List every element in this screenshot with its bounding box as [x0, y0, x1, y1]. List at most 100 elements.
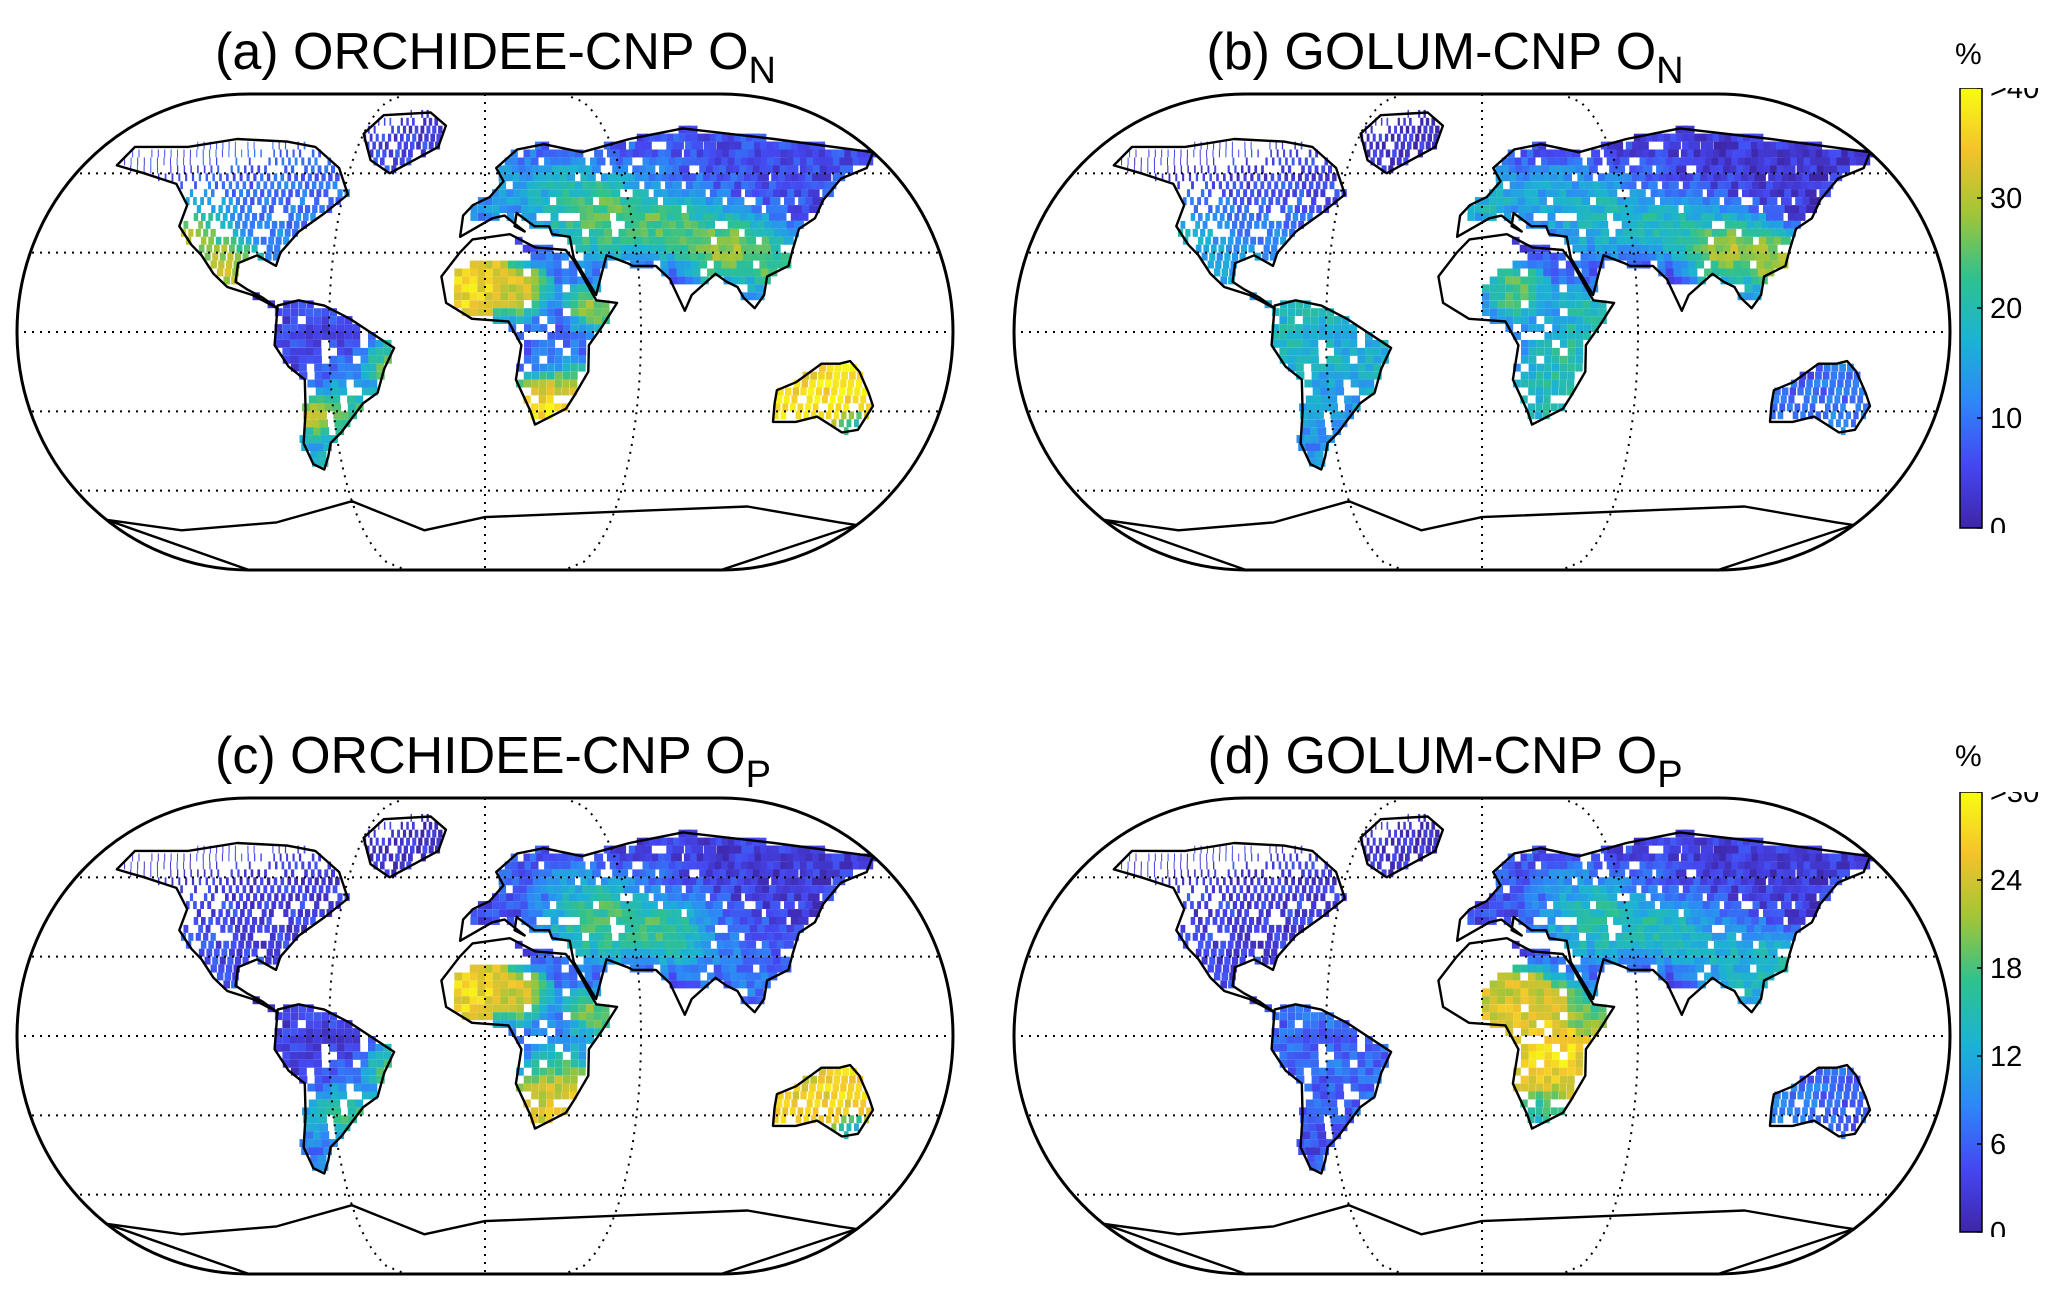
data-cell	[461, 276, 470, 285]
data-cell	[1525, 213, 1534, 221]
data-cell	[580, 924, 589, 933]
data-cell	[716, 189, 728, 198]
data-cell	[1134, 157, 1136, 166]
data-cell	[274, 244, 281, 253]
data-cell	[773, 252, 783, 261]
data-cell	[1751, 157, 1764, 166]
data-cell	[318, 853, 321, 862]
data-cell	[847, 379, 855, 388]
coastlines	[105, 111, 875, 570]
data-cell	[732, 869, 744, 878]
data-cell	[1703, 181, 1714, 190]
data-cell	[841, 371, 848, 380]
data-cell	[516, 1020, 524, 1028]
data-cell	[1851, 387, 1858, 396]
data-cell	[1632, 141, 1643, 150]
data-cell	[554, 181, 563, 190]
data-cell	[1566, 284, 1575, 293]
data-cell	[809, 1083, 816, 1092]
data-cell	[587, 877, 596, 886]
data-cell	[639, 149, 650, 158]
data-cell	[757, 252, 767, 261]
data-cell	[761, 917, 772, 925]
data-cell	[721, 861, 733, 870]
data-cell	[1283, 149, 1286, 158]
data-cell	[369, 1091, 378, 1100]
data-cell	[269, 932, 276, 941]
data-cell	[1724, 181, 1735, 190]
data-cell	[1291, 877, 1295, 886]
data-cell	[319, 419, 328, 428]
data-cell	[574, 149, 584, 158]
data-cell	[1529, 877, 1538, 886]
data-cell	[1326, 324, 1334, 332]
data-cell	[1333, 324, 1342, 332]
data-cell	[470, 917, 478, 925]
data-cell	[771, 173, 783, 182]
data-cell	[1571, 236, 1580, 245]
data-cell	[1692, 244, 1702, 253]
data-cell	[1384, 133, 1389, 142]
data-cell	[695, 189, 706, 198]
data-cell	[1232, 157, 1235, 166]
data-cell	[1365, 371, 1374, 380]
data-cell	[808, 1091, 815, 1100]
data-cell	[639, 220, 649, 229]
data-cell	[1770, 861, 1784, 870]
data-cell	[781, 932, 792, 941]
data-cell	[630, 213, 640, 221]
data-cell	[648, 197, 658, 205]
data-cell	[1226, 244, 1232, 253]
data-cell	[412, 117, 415, 126]
data-cell	[721, 260, 731, 269]
data-cell	[1655, 149, 1666, 158]
data-cell	[1325, 877, 1330, 886]
data-cell	[1632, 845, 1643, 854]
data-cell	[630, 181, 640, 190]
data-cell	[547, 885, 556, 894]
data-cell	[1615, 869, 1626, 878]
data-cell	[268, 236, 275, 245]
data-cell	[1795, 877, 1808, 886]
data-cell	[1724, 197, 1735, 205]
data-cell	[271, 901, 277, 909]
data-cell	[632, 853, 643, 862]
data-cell	[310, 869, 315, 878]
data-cell	[1167, 861, 1168, 870]
data-cell	[791, 877, 804, 886]
data-cell	[1397, 117, 1400, 126]
data-cell	[432, 125, 437, 134]
data-cell	[606, 149, 617, 158]
data-cell	[1599, 885, 1609, 894]
data-cell	[585, 996, 594, 1005]
data-cell	[724, 236, 734, 245]
data-cell	[507, 260, 516, 269]
data-cell	[1736, 165, 1748, 174]
data-cell	[1764, 861, 1777, 870]
data-cell	[375, 1043, 384, 1052]
data-cell	[211, 909, 216, 917]
data-cell	[748, 244, 758, 253]
data-cell	[234, 845, 236, 854]
data-cell	[1326, 355, 1335, 364]
data-cell	[1688, 845, 1701, 854]
data-cell	[1751, 149, 1765, 158]
data-cell	[1510, 901, 1518, 909]
data-cell	[1200, 869, 1203, 878]
data-cell	[1520, 260, 1528, 269]
data-cell	[1835, 419, 1841, 428]
data-cell	[323, 893, 329, 902]
data-cell	[1277, 173, 1282, 182]
data-cell	[553, 964, 562, 973]
data-cell	[1314, 403, 1323, 412]
data-cell	[1332, 427, 1342, 436]
data-cell	[1287, 339, 1296, 348]
data-cell	[227, 924, 233, 933]
data-cell	[691, 197, 702, 205]
data-cell	[1772, 885, 1785, 894]
data-cell	[856, 1115, 862, 1124]
data-cell	[368, 363, 377, 372]
data-cell	[1718, 260, 1728, 269]
data-cell	[1520, 379, 1529, 388]
data-cell	[1695, 220, 1705, 229]
